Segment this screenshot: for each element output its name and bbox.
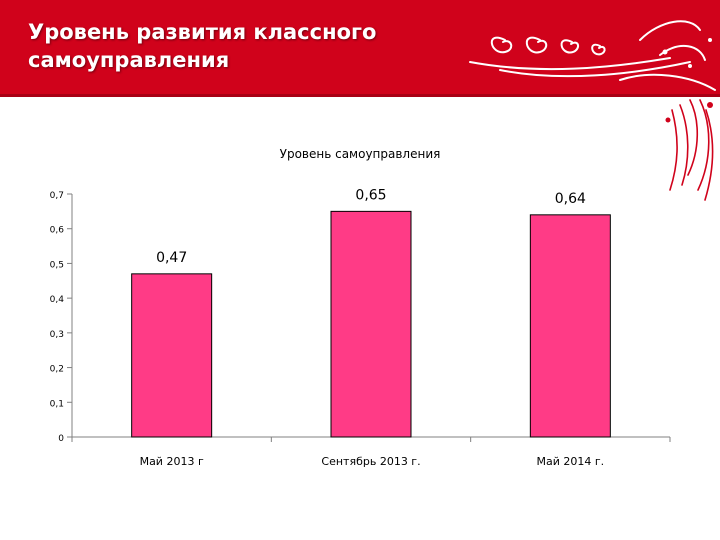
- bar-value-label: 0,65: [355, 187, 386, 203]
- bar: [131, 273, 213, 438]
- chart-bars: [131, 210, 611, 438]
- x-category-label: Май 2013 г: [140, 455, 204, 468]
- slide-header: Уровень развития классного самоуправлени…: [0, 0, 720, 97]
- y-tick-label: 0,1: [50, 399, 64, 409]
- x-category-label: Май 2014 г.: [537, 455, 605, 468]
- swirl-ornament-icon: [469, 20, 716, 91]
- chart-labels: 0,47 Май 2013 г 0,65 Сентябрь 2013 г. 0,64 Ма…: [140, 187, 605, 468]
- bar-value-label: 0,64: [555, 191, 586, 207]
- slide-title-line2: самоуправления: [28, 48, 230, 72]
- header-underline: [0, 94, 720, 97]
- y-tick-label: 0,5: [50, 260, 64, 270]
- y-tick-label: 0,6: [50, 226, 65, 236]
- y-tick-label: 0,4: [50, 295, 65, 305]
- y-tick-label: 0,3: [50, 330, 64, 340]
- x-category-label: Сентябрь 2013 г.: [321, 455, 420, 468]
- bar-value-label: 0,47: [156, 250, 187, 266]
- slide-title: Уровень развития классного самоуправлени…: [28, 18, 428, 74]
- y-tick-label: 0,2: [50, 365, 64, 375]
- chart-title: Уровень самоуправления: [280, 147, 441, 161]
- y-tick-label: 0: [58, 434, 64, 444]
- bar: [529, 214, 611, 438]
- bar: [330, 210, 412, 438]
- slide-title-line1: Уровень развития классного: [28, 20, 377, 44]
- y-tick-label: 0,7: [50, 191, 64, 201]
